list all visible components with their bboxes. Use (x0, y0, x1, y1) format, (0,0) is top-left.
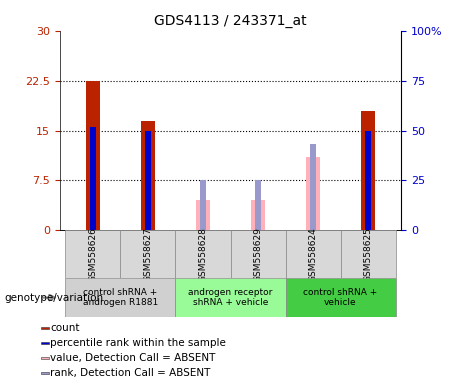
Text: GSM558629: GSM558629 (254, 227, 262, 282)
Text: GSM558624: GSM558624 (308, 227, 318, 282)
Bar (251, 200, 265, 230)
Bar (310, 144, 316, 230)
Bar (306, 157, 320, 230)
Bar (41, 327, 49, 329)
Bar (176, 278, 285, 317)
Bar (90, 127, 96, 230)
Bar (145, 131, 151, 230)
Bar (361, 111, 375, 230)
Bar (41, 372, 49, 374)
Bar (41, 357, 49, 359)
Bar (65, 230, 120, 278)
Bar (86, 81, 100, 230)
Bar (176, 230, 230, 278)
Text: androgen receptor
shRNA + vehicle: androgen receptor shRNA + vehicle (188, 288, 273, 307)
Text: GSM558628: GSM558628 (199, 227, 207, 282)
Text: value, Detection Call = ABSENT: value, Detection Call = ABSENT (50, 353, 216, 363)
Bar (341, 230, 396, 278)
Bar (196, 200, 210, 230)
Text: control shRNA +
vehicle: control shRNA + vehicle (303, 288, 378, 307)
Bar (200, 180, 206, 230)
Text: GSM558627: GSM558627 (143, 227, 153, 282)
Bar (120, 230, 176, 278)
Text: genotype/variation: genotype/variation (5, 293, 104, 303)
Text: count: count (50, 323, 80, 333)
Title: GDS4113 / 243371_at: GDS4113 / 243371_at (154, 14, 307, 28)
Bar (141, 121, 155, 230)
Text: control shRNA +
androgen R1881: control shRNA + androgen R1881 (83, 288, 158, 307)
Bar (255, 180, 261, 230)
Text: percentile rank within the sample: percentile rank within the sample (50, 338, 226, 348)
Text: GSM558626: GSM558626 (89, 227, 97, 282)
Bar (41, 342, 49, 344)
Bar (65, 278, 176, 317)
Bar (230, 230, 285, 278)
Text: GSM558625: GSM558625 (364, 227, 372, 282)
Text: rank, Detection Call = ABSENT: rank, Detection Call = ABSENT (50, 368, 211, 378)
Bar (285, 230, 341, 278)
Bar (365, 131, 371, 230)
Bar (285, 278, 396, 317)
